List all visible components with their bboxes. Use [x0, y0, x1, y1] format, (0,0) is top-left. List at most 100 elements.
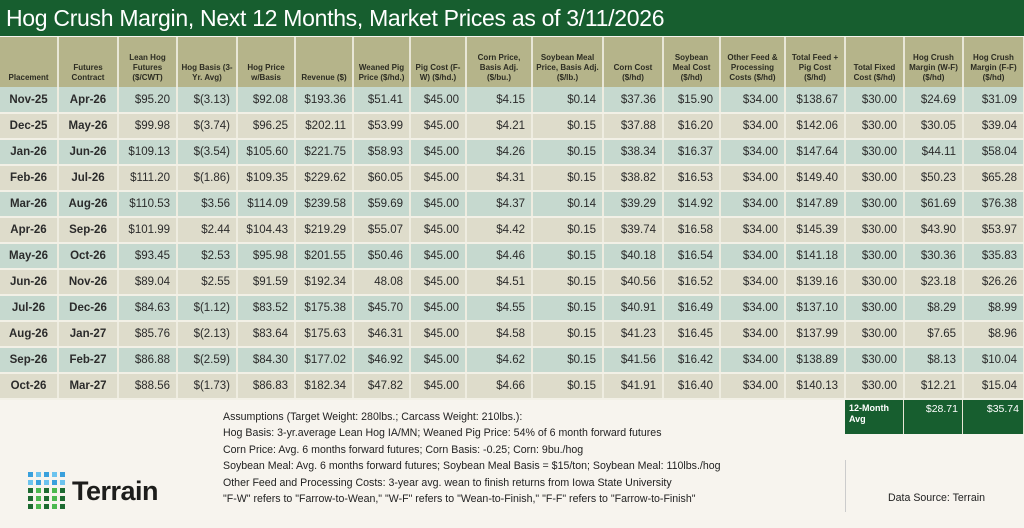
logo-square: [44, 504, 49, 509]
table-row: Apr-26 Sep-26 $101.99 $2.44 $104.43 $219.29 $5…: [0, 217, 1024, 244]
value-cell: $16.45: [663, 321, 721, 348]
futures-contract-cell: Apr-26: [58, 87, 119, 114]
value-cell: $201.55: [295, 243, 354, 270]
logo-square: [36, 472, 41, 477]
value-cell: $34.00: [720, 139, 786, 166]
column-header: Hog Basis (3-Yr. Avg): [177, 37, 238, 87]
value-cell: $58.93: [353, 139, 411, 166]
logo-square: [60, 472, 65, 477]
logo-square: [52, 472, 57, 477]
value-cell: $(1.73): [177, 373, 238, 400]
value-cell: $34.00: [720, 243, 786, 270]
logo-square: [44, 488, 49, 493]
value-cell: $221.75: [295, 139, 354, 166]
value-cell: $(3.74): [177, 113, 238, 140]
column-header: Soybean Meal Cost ($/hd): [663, 37, 721, 87]
value-cell: $0.15: [532, 347, 604, 374]
column-header: Hog Price w/Basis: [237, 37, 296, 87]
logo-square: [60, 504, 65, 509]
value-cell: $0.15: [532, 217, 604, 244]
value-cell: $0.14: [532, 191, 604, 218]
value-cell: $89.04: [118, 269, 178, 296]
logo-square: [36, 488, 41, 493]
value-cell: $26.26: [963, 269, 1024, 296]
value-cell: $202.11: [295, 113, 354, 140]
column-header: Lean Hog Futures ($/CWT): [118, 37, 178, 87]
value-cell: $16.54: [663, 243, 721, 270]
value-cell: $38.34: [603, 139, 664, 166]
value-cell: $47.82: [353, 373, 411, 400]
value-cell: $84.30: [237, 347, 296, 374]
value-cell: $16.37: [663, 139, 721, 166]
value-cell: $95.98: [237, 243, 296, 270]
note-line: Corn Price: Avg. 6 months forward future…: [223, 443, 584, 456]
value-cell: $0.15: [532, 373, 604, 400]
value-cell: $16.58: [663, 217, 721, 244]
value-cell: $109.35: [237, 165, 296, 192]
column-header: Soybean Meal Price, Basis Adj. ($/lb.): [532, 37, 604, 87]
value-cell: $45.00: [410, 217, 467, 244]
logo-square: [52, 488, 57, 493]
table-row: Sep-26 Feb-27 $86.88 $(2.59) $84.30 $177.02 $4…: [0, 347, 1024, 374]
value-cell: $46.31: [353, 321, 411, 348]
logo-square: [44, 472, 49, 477]
value-cell: $2.55: [177, 269, 238, 296]
placement-cell: Nov-25: [0, 87, 59, 114]
value-cell: $30.00: [845, 347, 905, 374]
logo-square: [52, 496, 57, 501]
value-cell: $175.63: [295, 321, 354, 348]
value-cell: $34.00: [720, 321, 786, 348]
value-cell: $175.38: [295, 295, 354, 322]
value-cell: $55.07: [353, 217, 411, 244]
value-cell: $37.88: [603, 113, 664, 140]
value-cell: $45.00: [410, 87, 467, 114]
value-cell: $59.69: [353, 191, 411, 218]
logo-square: [36, 496, 41, 501]
value-cell: $145.39: [785, 217, 846, 244]
logo-square: [60, 496, 65, 501]
value-cell: $45.00: [410, 191, 467, 218]
value-cell: $43.90: [904, 217, 964, 244]
table-row: Jan-26 Jun-26 $109.13 $(3.54) $105.60 $221.75…: [0, 139, 1024, 166]
value-cell: $(3.13): [177, 87, 238, 114]
column-header: Revenue ($): [295, 37, 354, 87]
value-cell: $24.69: [904, 87, 964, 114]
logo-square: [28, 472, 33, 477]
value-cell: $110.53: [118, 191, 178, 218]
note-line: Hog Basis: 3-yr.average Lean Hog IA/MN; …: [223, 427, 662, 440]
value-cell: $0.15: [532, 295, 604, 322]
placement-cell: Apr-26: [0, 217, 59, 244]
value-cell: $96.25: [237, 113, 296, 140]
placement-cell: Mar-26: [0, 191, 59, 218]
value-cell: $4.15: [466, 87, 533, 114]
value-cell: $30.00: [845, 165, 905, 192]
table-row: Jun-26 Nov-26 $89.04 $2.55 $91.59 $192.34 48.0…: [0, 269, 1024, 296]
value-cell: $137.10: [785, 295, 846, 322]
value-cell: $149.40: [785, 165, 846, 192]
value-cell: $30.00: [845, 87, 905, 114]
header-row: Placement Futures Contract Lean Hog Future…: [0, 37, 1024, 87]
value-cell: $34.00: [720, 191, 786, 218]
placement-cell: Jan-26: [0, 139, 59, 166]
value-cell: $(3.54): [177, 139, 238, 166]
value-cell: $30.00: [845, 269, 905, 296]
value-cell: $84.63: [118, 295, 178, 322]
value-cell: $14.92: [663, 191, 721, 218]
value-cell: $192.34: [295, 269, 354, 296]
futures-contract-cell: Feb-27: [58, 347, 119, 374]
page-title: Hog Crush Margin, Next 12 Months, Market…: [0, 0, 1024, 36]
column-header: Other Feed & Processing Costs ($/hd): [720, 37, 786, 87]
value-cell: $219.29: [295, 217, 354, 244]
table-row: Aug-26 Jan-27 $85.76 $(2.13) $83.64 $175.63 $4…: [0, 321, 1024, 348]
placement-cell: Oct-26: [0, 373, 59, 400]
value-cell: $4.55: [466, 295, 533, 322]
value-cell: $83.52: [237, 295, 296, 322]
value-cell: $138.89: [785, 347, 846, 374]
value-cell: $4.62: [466, 347, 533, 374]
value-cell: $10.04: [963, 347, 1024, 374]
value-cell: $34.00: [720, 113, 786, 140]
value-cell: $37.36: [603, 87, 664, 114]
value-cell: $111.20: [118, 165, 178, 192]
value-cell: $0.14: [532, 87, 604, 114]
logo-square: [36, 480, 41, 485]
